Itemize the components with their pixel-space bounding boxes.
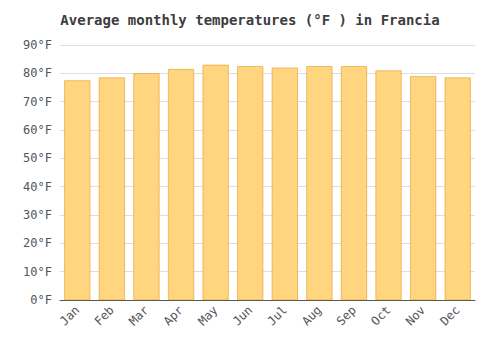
svg-text:Jul: Jul <box>265 303 290 328</box>
svg-text:Average monthly temperatures (: Average monthly temperatures (°F ) in Fr… <box>60 12 439 28</box>
svg-text:Apr: Apr <box>161 303 186 328</box>
svg-text:Jan: Jan <box>57 303 82 328</box>
svg-text:Dec: Dec <box>437 303 462 328</box>
svg-text:Mar: Mar <box>126 303 151 328</box>
svg-text:Nov: Nov <box>403 303 428 328</box>
svg-text:50°F: 50°F <box>23 151 52 165</box>
svg-text:10°F: 10°F <box>23 265 52 279</box>
svg-text:40°F: 40°F <box>23 180 52 194</box>
svg-text:Sep: Sep <box>334 303 359 328</box>
svg-text:60°F: 60°F <box>23 123 52 137</box>
svg-text:Aug: Aug <box>299 303 324 328</box>
svg-text:70°F: 70°F <box>23 95 52 109</box>
svg-text:30°F: 30°F <box>23 208 52 222</box>
svg-text:0°F: 0°F <box>30 293 52 307</box>
svg-text:90°F: 90°F <box>23 38 52 52</box>
svg-text:Oct: Oct <box>368 303 393 328</box>
svg-text:Feb: Feb <box>92 303 117 328</box>
svg-text:80°F: 80°F <box>23 66 52 80</box>
svg-text:20°F: 20°F <box>23 236 52 250</box>
svg-text:May: May <box>195 303 220 328</box>
svg-text:Jun: Jun <box>230 303 255 328</box>
